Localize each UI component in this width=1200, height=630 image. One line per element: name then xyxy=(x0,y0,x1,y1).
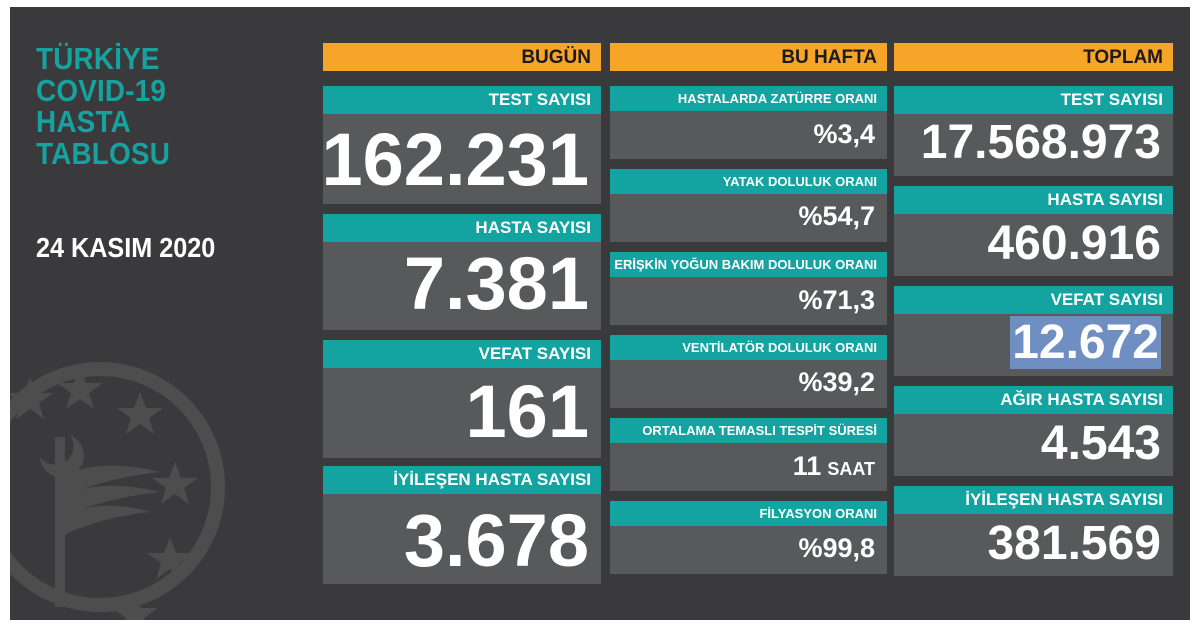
covid-dashboard-board: TÜRKİYE COVID-19 HASTA TABLOSU 24 KASIM … xyxy=(10,7,1190,620)
today-recovered-label: İYİLEŞEN HASTA SAYISI xyxy=(323,466,601,494)
today-recovered-card: İYİLEŞEN HASTA SAYISI 3.678 xyxy=(323,466,601,584)
contact-tracing-time-value: 11 SAAT xyxy=(793,453,875,480)
total-deaths-card: VEFAT SAYISI 12.672 xyxy=(894,286,1173,376)
pneumonia-rate-label: HASTALARDA ZATÜRRE ORANI xyxy=(610,86,887,111)
total-severe-value: 4.543 xyxy=(1040,417,1161,470)
total-deaths-highlight: 12.672 xyxy=(1010,316,1161,369)
today-deaths-card: VEFAT SAYISI 161 xyxy=(323,340,601,458)
page-title: TÜRKİYE COVID-19 HASTA TABLOSU xyxy=(36,41,171,171)
today-deaths-label: VEFAT SAYISI xyxy=(323,340,601,368)
total-test-label: TEST SAYISI xyxy=(894,86,1173,114)
this-week-header: BU HAFTA xyxy=(610,43,887,71)
total-recovered-label: İYİLEŞEN HASTA SAYISI xyxy=(894,486,1173,514)
total-severe-card: AĞIR HASTA SAYISI 4.543 xyxy=(894,386,1173,476)
total-deaths-value: 12.672 xyxy=(1010,316,1161,369)
contact-tracing-time-number: 11 xyxy=(792,451,822,481)
total-deaths-label: VEFAT SAYISI xyxy=(894,286,1173,314)
filiation-rate-value: %99,8 xyxy=(798,533,875,563)
today-test-value: 162.231 xyxy=(321,118,590,201)
icu-occupancy-value: %71,3 xyxy=(798,285,875,315)
contact-tracing-time-unit: SAAT xyxy=(827,459,875,479)
ventilator-occupancy-label: VENTİLATÖR DOLULUK ORANI xyxy=(610,335,887,360)
ventilator-occupancy-value: %39,2 xyxy=(798,367,875,397)
today-cases-value: 7.381 xyxy=(403,242,589,325)
today-cases-label: HASTA SAYISI xyxy=(323,214,601,242)
total-cases-label: HASTA SAYISI xyxy=(894,186,1173,214)
today-test-card: TEST SAYISI 162.231 xyxy=(321,86,601,204)
bed-occupancy-value: %54,7 xyxy=(798,201,875,231)
total-test-card: TEST SAYISI 17.568.973 xyxy=(894,86,1173,176)
pneumonia-rate-card: HASTALARDA ZATÜRRE ORANI %3,4 xyxy=(610,86,887,159)
icu-occupancy-card: ERİŞKİN YOĞUN BAKIM DOLULUK ORANI %71,3 xyxy=(610,252,887,325)
total-severe-label: AĞIR HASTA SAYISI xyxy=(894,386,1173,414)
report-date: 24 KASIM 2020 xyxy=(36,232,216,263)
today-test-label: TEST SAYISI xyxy=(323,86,601,114)
contact-tracing-time-label: ORTALAMA TEMASLI TESPİT SÜRESİ xyxy=(610,418,887,443)
total-recovered-card: İYİLEŞEN HASTA SAYISI 381.569 xyxy=(894,486,1173,576)
filiation-rate-label: FİLYASYON ORANI xyxy=(610,501,887,526)
today-recovered-value: 3.678 xyxy=(403,499,589,582)
bed-occupancy-label: YATAK DOLULUK ORANI xyxy=(610,169,887,194)
ministry-of-health-emblem-icon xyxy=(10,362,225,620)
icu-occupancy-label: ERİŞKİN YOĞUN BAKIM DOLULUK ORANI xyxy=(610,252,887,277)
total-test-value: 17.568.973 xyxy=(920,116,1161,169)
contact-tracing-time-card: ORTALAMA TEMASLI TESPİT SÜRESİ 11 SAAT xyxy=(610,418,887,491)
today-deaths-value: 161 xyxy=(465,370,589,453)
today-cases-card: HASTA SAYISI 7.381 xyxy=(323,214,601,330)
total-cases-value: 460.916 xyxy=(987,217,1161,270)
total-cases-card: HASTA SAYISI 460.916 xyxy=(894,186,1173,276)
total-header: TOPLAM xyxy=(894,43,1173,71)
bed-occupancy-card: YATAK DOLULUK ORANI %54,7 xyxy=(610,169,887,242)
pneumonia-rate-value: %3,4 xyxy=(813,119,875,149)
ventilator-occupancy-card: VENTİLATÖR DOLULUK ORANI %39,2 xyxy=(610,335,887,408)
filiation-rate-card: FİLYASYON ORANI %99,8 xyxy=(610,501,887,574)
total-recovered-value: 381.569 xyxy=(987,517,1161,570)
today-header: BUGÜN xyxy=(323,43,601,71)
